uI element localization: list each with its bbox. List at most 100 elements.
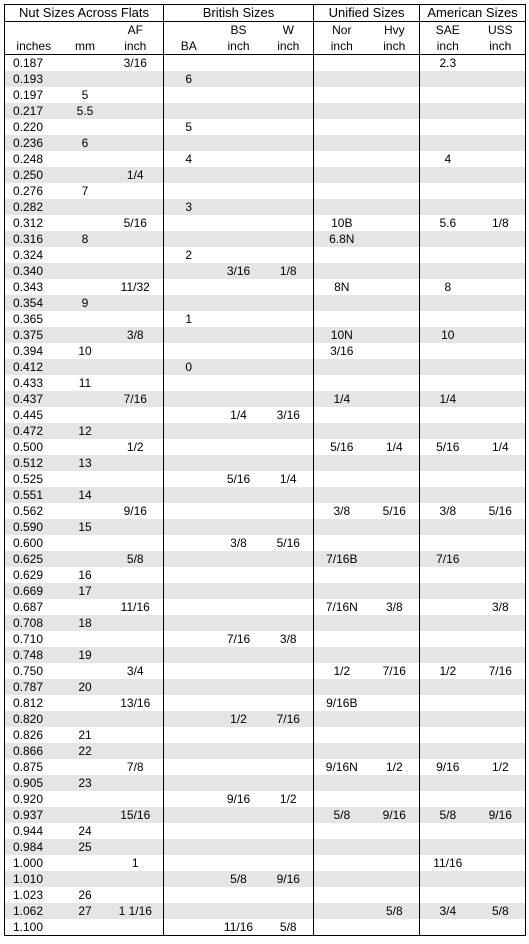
table-cell [476, 727, 526, 743]
table-cell: 3/8 [314, 503, 370, 519]
table-cell [63, 167, 108, 183]
table-cell [108, 455, 164, 471]
table-cell [476, 823, 526, 839]
table-cell [63, 199, 108, 215]
table-row: 0.78720 [5, 679, 526, 695]
table-cell [264, 551, 314, 567]
table-cell [314, 583, 370, 599]
table-cell [63, 471, 108, 487]
table-cell [370, 295, 420, 311]
column-header-bottom: inches [5, 38, 63, 55]
table-cell [314, 647, 370, 663]
table-cell: 3/16 [108, 55, 164, 72]
table-cell [214, 647, 264, 663]
table-cell: 1.023 [5, 887, 63, 903]
table-row: 0.31686.8N [5, 231, 526, 247]
table-cell: 0.340 [5, 263, 63, 279]
table-cell [314, 775, 370, 791]
table-cell [314, 55, 370, 72]
table-cell [476, 519, 526, 535]
table-cell [264, 455, 314, 471]
table-cell: 5/8 [370, 903, 420, 919]
table-cell [476, 135, 526, 151]
table-cell [63, 663, 108, 679]
table-cell: 1.010 [5, 871, 63, 887]
table-cell [370, 919, 420, 936]
table-cell [214, 375, 264, 391]
table-cell: 5/8 [214, 871, 264, 887]
table-cell [264, 311, 314, 327]
table-cell [370, 727, 420, 743]
table-cell [164, 791, 214, 807]
table-cell [420, 695, 476, 711]
table-cell: 5/8 [264, 919, 314, 936]
table-cell [108, 87, 164, 103]
table-cell [264, 855, 314, 871]
table-cell [370, 791, 420, 807]
table-cell [63, 327, 108, 343]
table-cell [476, 359, 526, 375]
table-row: 0.1873/162.3 [5, 55, 526, 72]
table-cell: 3/4 [420, 903, 476, 919]
table-row: 0.62916 [5, 567, 526, 583]
table-cell: 0.875 [5, 759, 63, 775]
table-cell [420, 103, 476, 119]
table-cell [164, 775, 214, 791]
table-cell [476, 631, 526, 647]
table-cell [108, 487, 164, 503]
table-cell: 7/16B [314, 551, 370, 567]
table-cell: 11/16 [214, 919, 264, 936]
table-cell [420, 823, 476, 839]
table-cell: 0.512 [5, 455, 63, 471]
table-cell: 1/2 [420, 663, 476, 679]
table-cell [108, 823, 164, 839]
table-cell: 0.365 [5, 311, 63, 327]
table-cell [476, 327, 526, 343]
table-cell: 9/16B [314, 695, 370, 711]
table-cell [264, 599, 314, 615]
table-cell [370, 711, 420, 727]
table-cell: 5/16 [108, 215, 164, 231]
table-cell [214, 439, 264, 455]
table-cell: 0.905 [5, 775, 63, 791]
table-cell [420, 455, 476, 471]
table-cell [164, 551, 214, 567]
column-header-top: USS [476, 22, 526, 39]
table-cell [164, 919, 214, 936]
table-cell [264, 391, 314, 407]
table-cell [214, 295, 264, 311]
table-cell [370, 519, 420, 535]
table-cell: 0.276 [5, 183, 63, 199]
table-cell: 0.250 [5, 167, 63, 183]
table-cell [214, 167, 264, 183]
table-cell [314, 631, 370, 647]
table-cell: 20 [63, 679, 108, 695]
table-cell [164, 295, 214, 311]
table-cell [108, 263, 164, 279]
table-cell [420, 231, 476, 247]
table-cell [370, 391, 420, 407]
table-cell: 0.316 [5, 231, 63, 247]
table-cell [108, 631, 164, 647]
table-cell [314, 151, 370, 167]
table-cell [476, 183, 526, 199]
column-group-header: Nut Sizes Across Flats [5, 5, 164, 22]
table-row: 1.0105/89/16 [5, 871, 526, 887]
table-cell: 2 [164, 247, 214, 263]
table-cell [164, 743, 214, 759]
table-cell: 25 [63, 839, 108, 855]
table-cell: 5/16 [476, 503, 526, 519]
table-row: 0.6255/87/16B7/16 [5, 551, 526, 567]
table-cell [370, 855, 420, 871]
column-header-bottom: inch [314, 38, 370, 55]
table-cell [476, 103, 526, 119]
table-cell: 0.193 [5, 71, 63, 87]
table-cell [420, 775, 476, 791]
table-cell [214, 551, 264, 567]
table-cell [164, 87, 214, 103]
table-cell [420, 647, 476, 663]
table-cell [476, 87, 526, 103]
table-row: 0.68711/167/16N3/83/8 [5, 599, 526, 615]
table-cell: 3/8 [264, 631, 314, 647]
column-header-top: Hvy [370, 22, 420, 39]
